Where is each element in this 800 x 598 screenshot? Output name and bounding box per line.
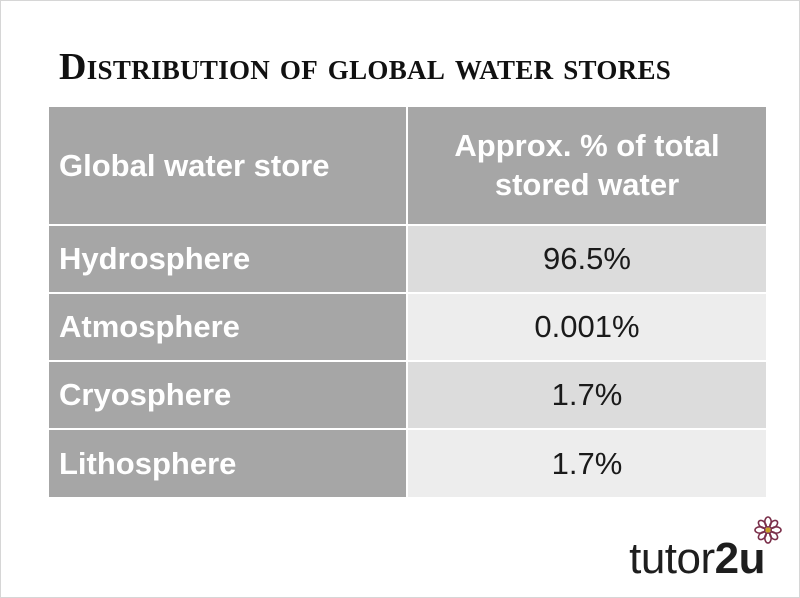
table-row: Atmosphere 0.001% [49, 292, 766, 361]
tutor2u-logo: tutor2u [629, 516, 782, 583]
water-stores-table: Global water store Approx. % of total st… [49, 107, 766, 497]
store-name-cell: Hydrosphere [49, 224, 407, 293]
page-title: Distribution of global water stores [59, 46, 672, 88]
store-percent-cell: 0.001% [406, 292, 766, 361]
store-name-cell: Atmosphere [49, 292, 407, 361]
table-row: Hydrosphere 96.5% [49, 224, 766, 293]
store-name-cell: Lithosphere [49, 428, 407, 497]
logo-text: tutor2u [629, 534, 765, 583]
header-global-water-store: Global water store [49, 107, 407, 225]
header-approx-percent: Approx. % of total stored water [406, 107, 766, 225]
store-percent-cell: 96.5% [406, 224, 766, 293]
store-percent-cell: 1.7% [406, 360, 766, 429]
table-row: Lithosphere 1.7% [49, 428, 766, 497]
table-header-row: Global water store Approx. % of total st… [49, 107, 766, 225]
flower-icon [754, 516, 782, 544]
table-row: Cryosphere 1.7% [49, 360, 766, 429]
store-name-cell: Cryosphere [49, 360, 407, 429]
store-percent-cell: 1.7% [406, 428, 766, 497]
